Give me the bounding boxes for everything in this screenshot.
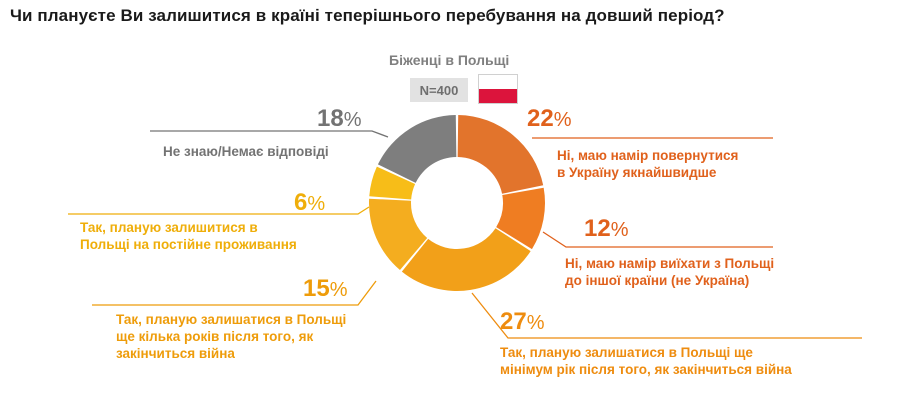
leader-line-2 xyxy=(542,231,773,248)
percent-value: 18 xyxy=(317,105,344,132)
category-label-line: Не знаю/Немає відповіді xyxy=(163,144,329,159)
leader-line-6 xyxy=(150,130,389,138)
category-label-line: мінімум рік після того, як закінчиться в… xyxy=(500,362,792,377)
category-label-line: ще кілька років після того, як xyxy=(116,329,314,344)
pie-slice-2 xyxy=(496,187,545,250)
percent-value: 12 xyxy=(584,215,611,242)
leader-line-4 xyxy=(92,280,377,306)
percent-value: 6 xyxy=(294,189,308,216)
percent-value: 27 xyxy=(500,308,527,335)
category-label-line: Так, планую залишатися в Польщі ще xyxy=(500,345,753,360)
pie-slice-6 xyxy=(377,115,457,183)
data-label-percent-6: 18% xyxy=(317,107,362,131)
data-label-percent-3: 27% xyxy=(500,310,545,334)
percent-sign: % xyxy=(307,193,326,215)
category-label-2: Ні, маю намір виїхати з Польщі до іншої к… xyxy=(565,255,774,289)
chart-title: Чи плануєте Ви залишитися в країні тепер… xyxy=(10,6,725,25)
category-label-line: закінчиться війна xyxy=(116,346,235,361)
percent-sign: % xyxy=(329,279,348,301)
category-label-5: Так, планую залишитися в Польщі на постій… xyxy=(80,219,297,253)
chart-subtitle: Біженці в Польщі xyxy=(389,52,510,68)
percent-value: 15 xyxy=(303,275,330,302)
percent-sign: % xyxy=(343,109,362,131)
category-label-line: Польщі на постійне проживання xyxy=(80,237,297,252)
category-label-line: до іншої країни (не Україна) xyxy=(565,273,750,288)
data-label-percent-4: 15% xyxy=(303,277,348,301)
category-label-1: Ні, маю намір повернутися в Україну якнай… xyxy=(557,147,738,181)
sample-size-badge: N=400 xyxy=(410,78,468,102)
pie-slice-4 xyxy=(369,198,428,271)
percent-sign: % xyxy=(553,109,572,131)
poland-flag-icon xyxy=(478,74,518,104)
leader-line-5 xyxy=(68,206,370,215)
category-label-3: Так, планую залишатися в Польщі ще мініму… xyxy=(500,344,792,378)
pie-slice-3 xyxy=(401,228,531,291)
category-label-line: Ні, маю намір виїхати з Польщі xyxy=(565,256,775,271)
category-label-line: Ні, маю намір повернутися xyxy=(557,148,739,163)
category-label-4: Так, планую залишатися в Польщі ще кілька… xyxy=(116,311,346,362)
percent-sign: % xyxy=(610,219,629,241)
percent-sign: % xyxy=(526,312,545,334)
category-label-line: Так, планую залишитися в xyxy=(80,220,258,235)
pie-slice-1 xyxy=(457,115,544,194)
category-label-line: Так, планую залишатися в Польщі xyxy=(116,312,347,327)
leader-line-3 xyxy=(471,292,862,339)
data-label-percent-1: 22% xyxy=(527,107,572,131)
category-label-line: в Україну якнайшвидше xyxy=(557,165,717,180)
percent-value: 22 xyxy=(527,105,554,132)
data-label-percent-2: 12% xyxy=(584,217,629,241)
pie-slice-5 xyxy=(369,166,416,200)
category-label-6: Не знаю/Немає відповіді xyxy=(163,143,329,160)
data-label-percent-5: 6% xyxy=(294,191,325,215)
